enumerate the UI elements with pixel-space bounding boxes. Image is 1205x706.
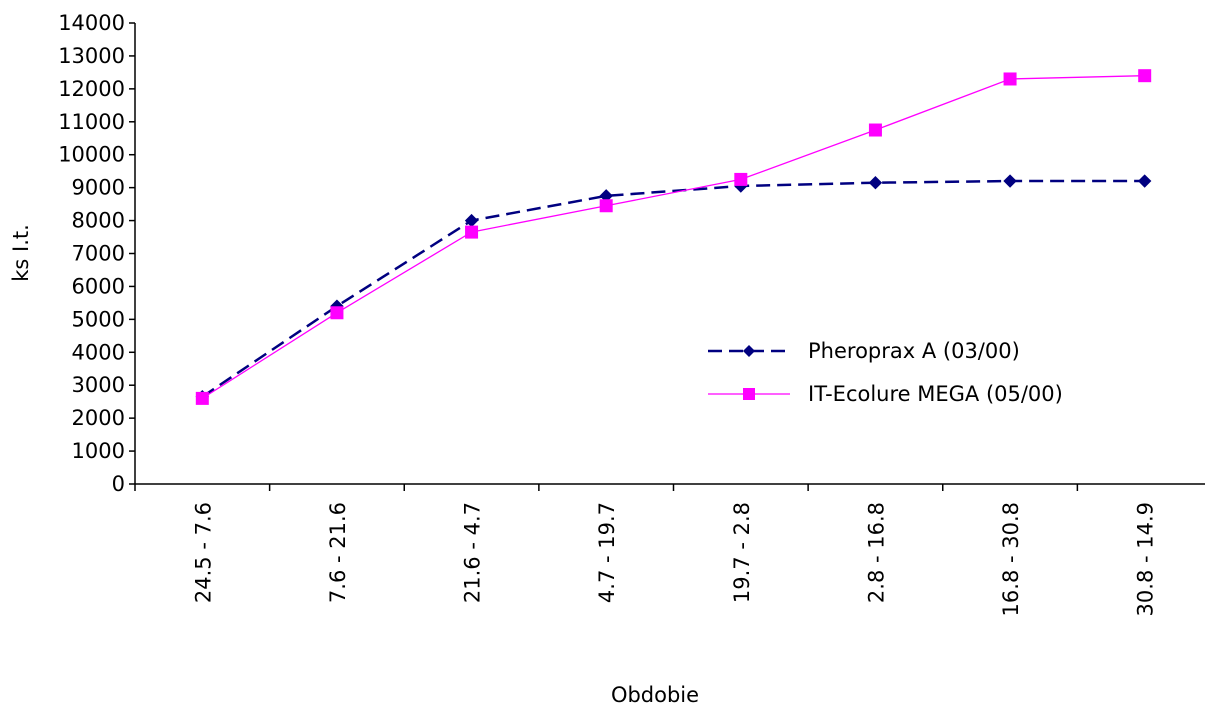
y-tick-label: 1000 [72,439,125,463]
x-tick-label: 4.7 - 19.7 [595,502,619,603]
x-tick-label: 30.8 - 14.9 [1134,502,1158,616]
x-axis-ticks: 24.5 - 7.6 7.6 - 21.6 21.6 - 4.7 4.7 - 19.7… [134,484,1158,616]
series-ecolure [195,69,1152,405]
axes [134,23,1205,485]
series-layer [195,69,1152,405]
y-tick-label: 4000 [72,340,125,364]
y-tick-label: 11000 [58,110,125,134]
x-tick-label: 7.6 - 21.6 [326,502,350,603]
data-point [1138,69,1152,83]
x-tick-label: 19.7 - 2.8 [730,502,754,603]
y-tick-label: 5000 [72,307,125,331]
y-tick-label: 2000 [72,406,125,430]
data-point [465,225,479,239]
series-pheroprax [195,174,1152,404]
legend-label: Pheroprax A (03/00) [808,339,1020,363]
y-axis-ticks: 0 1000 2000 3000 4000 5000 6000 7000 8000 9000 100… [58,11,135,496]
data-point [734,172,748,186]
legend-marker [743,345,755,357]
data-point [1003,174,1017,188]
y-tick-label: 3000 [72,373,125,397]
y-tick-label: 12000 [58,77,125,101]
data-point [195,391,209,405]
y-tick-label: 7000 [72,242,125,266]
data-point [330,306,344,320]
data-point [464,213,479,228]
legend-marker [743,388,755,400]
legend: Pheroprax A (03/00) IT-Ecolure MEGA (05/0… [708,339,1063,406]
series-line [201,75,1145,399]
y-tick-label: 8000 [72,209,125,233]
y-tick-label: 0 [112,472,125,496]
y-tick-label: 9000 [72,176,125,200]
x-axis-title: Obdobie [611,683,699,706]
y-tick-label: 6000 [72,274,125,298]
x-tick-label: 24.5 - 7.6 [191,502,215,603]
x-tick-label: 16.8 - 30.8 [999,502,1023,616]
legend-label: IT-Ecolure MEGA (05/00) [808,382,1063,406]
data-point [1003,72,1017,86]
data-point [1137,174,1152,188]
x-tick-label: 2.8 - 16.8 [864,502,888,603]
y-axis-title: ks I.t. [9,224,33,282]
data-point [868,123,882,137]
y-tick-label: 13000 [58,44,125,68]
series-line [201,179,1145,398]
y-tick-label: 10000 [58,143,125,167]
y-tick-label: 14000 [58,11,125,35]
x-tick-label: 21.6 - 4.7 [461,502,485,603]
data-point [868,175,883,190]
data-point [599,199,613,213]
